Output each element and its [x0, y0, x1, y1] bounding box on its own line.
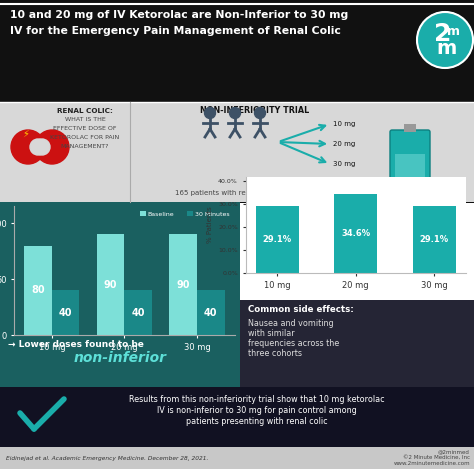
Text: Need for Additional Analgesia: Need for Additional Analgesia — [281, 208, 433, 217]
Text: Alleviation of pain as measured by visual: Alleviation of pain as measured by visua… — [46, 220, 194, 226]
Text: EFFECTIVE DOSE OF: EFFECTIVE DOSE OF — [53, 126, 117, 131]
Bar — [24, 246, 52, 335]
Y-axis label: % Patients: % Patients — [207, 206, 212, 243]
Circle shape — [204, 107, 216, 119]
Text: three cohorts: three cohorts — [248, 349, 302, 358]
Text: patients presenting with renal colic: patients presenting with renal colic — [186, 417, 328, 426]
Bar — [404, 124, 416, 132]
Bar — [408, 180, 412, 188]
Bar — [255, 206, 299, 273]
Text: 40: 40 — [204, 308, 218, 318]
Circle shape — [417, 12, 473, 68]
Text: RENAL COLIC:: RENAL COLIC: — [57, 108, 113, 114]
Text: m: m — [437, 38, 457, 58]
Text: 40: 40 — [59, 308, 73, 318]
Text: → Lower doses found to be: → Lower doses found to be — [8, 340, 144, 349]
Text: 40: 40 — [131, 308, 145, 318]
Bar — [395, 154, 425, 182]
Bar — [413, 206, 456, 273]
Text: ⚡: ⚡ — [22, 129, 29, 139]
Circle shape — [11, 130, 45, 164]
Text: 10 mg: 10 mg — [333, 121, 356, 127]
Text: 29.1%: 29.1% — [263, 235, 292, 244]
Text: analogue scale (VAS): analogue scale (VAS) — [82, 229, 158, 235]
Text: PRIMARY OUTCOME: PRIMARY OUTCOME — [63, 208, 177, 218]
Text: Nausea and vomiting: Nausea and vomiting — [248, 319, 334, 328]
Bar — [52, 290, 80, 335]
Text: 165 patients with renal colic: 165 patients with renal colic — [175, 190, 275, 196]
Legend: Baseline, 30 Minutes: Baseline, 30 Minutes — [138, 210, 231, 219]
Text: 90: 90 — [104, 280, 118, 290]
Text: 29.1%: 29.1% — [420, 235, 449, 244]
Text: ©2 Minute Medicine, Inc: ©2 Minute Medicine, Inc — [403, 455, 470, 460]
Text: frequencies across the: frequencies across the — [248, 339, 339, 348]
Bar — [169, 234, 197, 335]
Text: 80: 80 — [31, 286, 45, 295]
Bar — [240, 203, 474, 300]
Text: @2minmed: @2minmed — [438, 449, 470, 454]
Bar — [0, 447, 474, 469]
Text: 20 mg: 20 mg — [333, 141, 355, 147]
Bar — [97, 234, 124, 335]
Text: 10 and 20 mg of IV Ketorolac are Non-Inferior to 30 mg: 10 and 20 mg of IV Ketorolac are Non-Inf… — [10, 10, 348, 20]
Text: WHAT IS THE: WHAT IS THE — [64, 117, 105, 122]
Bar — [124, 290, 152, 335]
Bar — [197, 290, 225, 335]
Text: KETOROLAC FOR PAIN: KETOROLAC FOR PAIN — [50, 135, 119, 140]
Text: with similar: with similar — [248, 329, 295, 338]
Text: non-inferior: non-inferior — [73, 351, 166, 365]
Bar — [334, 194, 377, 273]
FancyBboxPatch shape — [390, 130, 430, 186]
Circle shape — [30, 139, 46, 155]
Circle shape — [255, 107, 265, 119]
Bar — [0, 0, 474, 102]
Text: IV is non-inferior to 30 mg for pain control among: IV is non-inferior to 30 mg for pain con… — [157, 406, 357, 415]
Circle shape — [35, 130, 69, 164]
Text: IV for the Emergency Pain Management of Renal Colic: IV for the Emergency Pain Management of … — [10, 26, 341, 36]
Bar — [240, 300, 474, 387]
Text: 90: 90 — [176, 280, 190, 290]
Text: Eidinejad et al. Academic Emergency Medicine. December 28, 2021.: Eidinejad et al. Academic Emergency Medi… — [6, 455, 209, 461]
Text: Common side effects:: Common side effects: — [248, 305, 354, 314]
Text: m: m — [447, 24, 461, 38]
Bar — [0, 387, 474, 447]
Circle shape — [34, 139, 50, 155]
Bar — [0, 202, 240, 387]
Text: 30 mg: 30 mg — [333, 161, 356, 167]
Text: NON-INFERIORITY TRIAL: NON-INFERIORITY TRIAL — [201, 106, 310, 115]
Bar — [0, 102, 474, 202]
Text: 2: 2 — [434, 22, 452, 46]
Text: KETOROLAC IV: KETOROLAC IV — [383, 192, 438, 198]
Text: 34.6%: 34.6% — [341, 229, 370, 238]
Circle shape — [229, 107, 240, 119]
Text: Results from this non-inferiority trial show that 10 mg ketorolac: Results from this non-inferiority trial … — [129, 395, 385, 404]
Text: www.2minutemedicine.com: www.2minutemedicine.com — [393, 461, 470, 466]
Text: MANAGEMENT?: MANAGEMENT? — [61, 144, 109, 149]
